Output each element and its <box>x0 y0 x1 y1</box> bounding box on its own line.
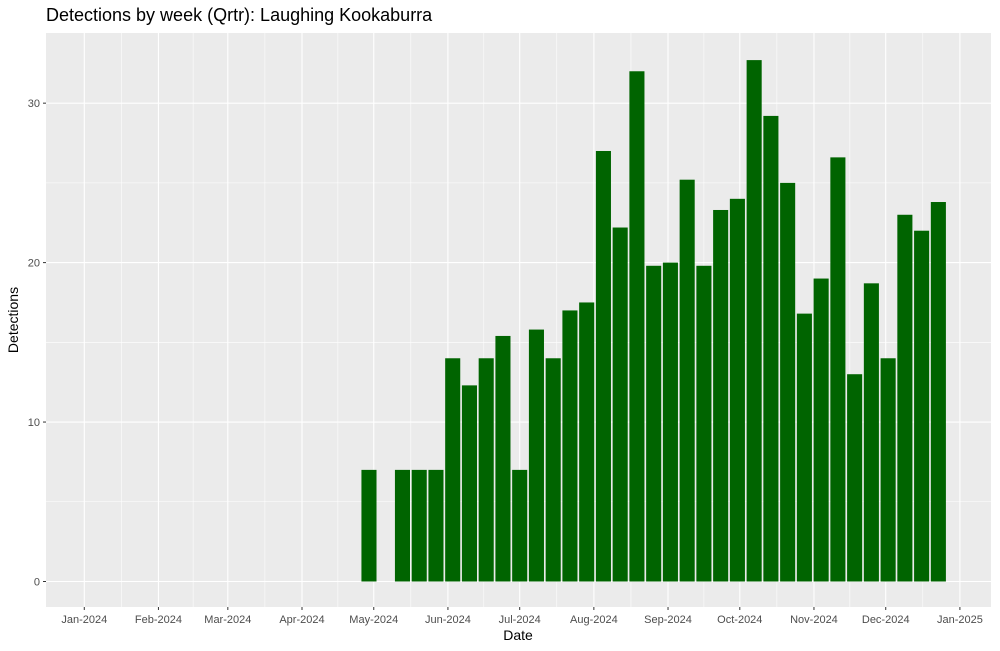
x-axis: Jan-2024 Feb-2024 Mar-2024 Apr-2024 May-2024… <box>61 607 983 626</box>
y-axis: 0 10 20 30 <box>28 98 46 588</box>
bar <box>914 230 930 582</box>
bar <box>796 313 812 582</box>
x-tick-label: Dec-2024 <box>862 614 910 626</box>
x-tick-label: Oct-2024 <box>717 614 762 626</box>
x-axis-title: Date <box>503 627 533 643</box>
bar <box>562 310 578 582</box>
y-tick-label: 10 <box>28 417 40 429</box>
bar <box>763 115 779 582</box>
x-tick-label: Sep-2024 <box>644 614 692 626</box>
bar <box>445 358 461 582</box>
bar <box>612 227 628 582</box>
bar <box>830 157 846 582</box>
bar <box>930 202 946 582</box>
bar <box>545 358 561 582</box>
bar <box>746 60 762 582</box>
x-tick-label: Jan-2025 <box>937 614 983 626</box>
bar <box>394 469 411 582</box>
x-tick-label: May-2024 <box>349 614 398 626</box>
x-tick-label: Aug-2024 <box>570 614 618 626</box>
bar <box>696 265 712 582</box>
bar <box>729 198 745 582</box>
bar <box>361 469 377 582</box>
y-tick-label: 0 <box>34 576 40 588</box>
x-tick-label: Apr-2024 <box>279 614 324 626</box>
bar <box>579 302 595 582</box>
bar <box>428 469 444 582</box>
x-tick-label: Jan-2024 <box>61 614 107 626</box>
x-tick-label: Jun-2024 <box>425 614 471 626</box>
bar <box>863 283 879 582</box>
bar <box>897 214 913 582</box>
bar <box>847 374 863 582</box>
bar <box>528 329 544 582</box>
x-tick-label: Feb-2024 <box>135 614 182 626</box>
bar <box>461 385 477 582</box>
x-tick-label: Nov-2024 <box>790 614 838 626</box>
bar <box>512 469 528 582</box>
bar <box>679 179 695 582</box>
bar <box>780 182 796 582</box>
bar <box>411 469 427 582</box>
bars <box>361 60 946 582</box>
bar <box>495 335 511 582</box>
y-axis-title: Detections <box>5 287 21 353</box>
bar <box>629 71 645 582</box>
bar <box>813 278 829 582</box>
x-tick-label: Mar-2024 <box>204 614 251 626</box>
x-tick-label: Jul-2024 <box>499 614 541 626</box>
bar <box>478 358 494 582</box>
chart-title: Detections by week (Qrtr): Laughing Kook… <box>46 5 433 25</box>
bar <box>646 265 662 582</box>
bar <box>595 150 611 582</box>
bar <box>662 262 678 582</box>
bar <box>880 358 896 582</box>
bar <box>713 209 729 582</box>
y-tick-label: 30 <box>28 98 40 110</box>
y-tick-label: 20 <box>28 258 40 270</box>
